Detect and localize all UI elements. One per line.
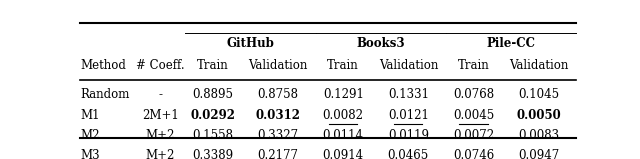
Text: 0.8758: 0.8758 bbox=[258, 89, 299, 101]
Text: M+2: M+2 bbox=[146, 129, 175, 142]
Text: 0.0947: 0.0947 bbox=[518, 149, 559, 159]
Text: 0.1558: 0.1558 bbox=[193, 129, 234, 142]
Text: Books3: Books3 bbox=[356, 37, 405, 50]
Text: 0.0292: 0.0292 bbox=[191, 109, 236, 122]
Text: Train: Train bbox=[328, 59, 359, 72]
Text: 0.8895: 0.8895 bbox=[193, 89, 234, 101]
Text: -: - bbox=[158, 89, 163, 101]
Text: Method: Method bbox=[80, 59, 126, 72]
Text: Validation: Validation bbox=[248, 59, 308, 72]
Text: 0.0083: 0.0083 bbox=[518, 129, 559, 142]
Text: 0.0312: 0.0312 bbox=[255, 109, 301, 122]
Text: Validation: Validation bbox=[509, 59, 568, 72]
Text: M2: M2 bbox=[80, 129, 99, 142]
Text: 0.1045: 0.1045 bbox=[518, 89, 559, 101]
Text: 0.0914: 0.0914 bbox=[323, 149, 364, 159]
Text: 0.0119: 0.0119 bbox=[388, 129, 429, 142]
Text: Train: Train bbox=[197, 59, 229, 72]
Text: GitHub: GitHub bbox=[227, 37, 275, 50]
Text: 0.0121: 0.0121 bbox=[388, 109, 429, 122]
Text: 0.0768: 0.0768 bbox=[453, 89, 494, 101]
Text: 0.0045: 0.0045 bbox=[453, 109, 494, 122]
Text: 0.1291: 0.1291 bbox=[323, 89, 364, 101]
Text: M+2: M+2 bbox=[146, 149, 175, 159]
Text: 0.0114: 0.0114 bbox=[323, 129, 364, 142]
Text: 0.2177: 0.2177 bbox=[258, 149, 299, 159]
Text: M3: M3 bbox=[80, 149, 100, 159]
Text: 0.0050: 0.0050 bbox=[516, 109, 561, 122]
Text: 0.0082: 0.0082 bbox=[323, 109, 364, 122]
Text: 0.0746: 0.0746 bbox=[453, 149, 494, 159]
Text: 0.0465: 0.0465 bbox=[388, 149, 429, 159]
Text: 0.0072: 0.0072 bbox=[453, 129, 494, 142]
Text: 2M+1: 2M+1 bbox=[142, 109, 179, 122]
Text: Validation: Validation bbox=[379, 59, 438, 72]
Text: 0.1331: 0.1331 bbox=[388, 89, 429, 101]
Text: # Coeff.: # Coeff. bbox=[136, 59, 185, 72]
Text: Train: Train bbox=[458, 59, 490, 72]
Text: Random: Random bbox=[80, 89, 129, 101]
Text: M1: M1 bbox=[80, 109, 99, 122]
Text: Pile-CC: Pile-CC bbox=[486, 37, 536, 50]
Text: 0.3389: 0.3389 bbox=[193, 149, 234, 159]
Text: 0.3327: 0.3327 bbox=[257, 129, 299, 142]
